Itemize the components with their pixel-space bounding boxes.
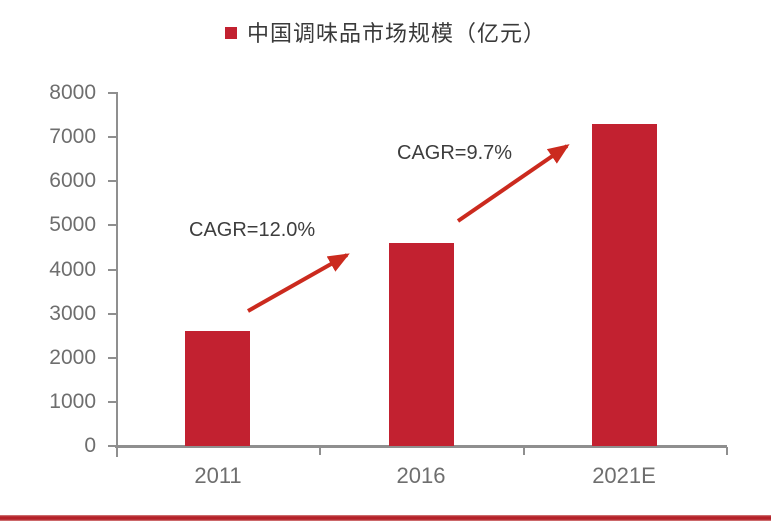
cagr-annotation: CAGR=12.0% <box>189 219 316 241</box>
y-axis-tick <box>108 268 116 271</box>
y-axis-tick-label: 5000 <box>49 213 96 237</box>
y-axis-tick-label: 8000 <box>49 81 96 104</box>
x-axis-tick <box>523 447 525 455</box>
x-axis-label: 2011 <box>194 463 242 488</box>
y-axis-tick <box>108 356 116 359</box>
legend-label: 中国调味品市场规模（亿元） <box>246 22 546 47</box>
y-axis-tick <box>108 400 116 403</box>
footer-rule <box>0 515 771 521</box>
legend-marker-icon <box>224 27 237 39</box>
y-axis-tick <box>108 312 116 315</box>
y-axis-tick-label: 2000 <box>49 345 96 369</box>
x-axis-tick <box>726 447 728 455</box>
y-axis-tick <box>108 180 116 183</box>
y-axis-tick-label: 7000 <box>49 125 96 149</box>
y-axis-tick-label: 3000 <box>49 301 96 325</box>
y-axis-tick <box>108 92 116 94</box>
y-axis-tick-label: 0 <box>84 434 96 457</box>
bar-2016 <box>389 243 454 446</box>
x-axis-label: 2016 <box>396 463 446 488</box>
growth-arrow-icon <box>247 253 350 313</box>
x-axis-label: 2021E <box>592 463 656 488</box>
legend: 中国调味品市场规模（亿元） <box>0 18 771 47</box>
y-axis-tick <box>108 224 116 227</box>
cagr-annotation: CAGR=9.7% <box>397 142 513 164</box>
y-axis-tick <box>108 136 116 139</box>
bar-2011 <box>185 331 250 446</box>
y-axis-tick-label: 4000 <box>49 257 96 281</box>
y-axis-tick-label: 1000 <box>49 389 96 413</box>
x-axis-tick <box>319 447 321 455</box>
bar-2021E <box>592 124 657 446</box>
x-axis <box>115 445 727 448</box>
y-axis <box>116 92 118 457</box>
y-axis-tick-label: 6000 <box>49 169 96 193</box>
y-axis-tick <box>108 445 116 447</box>
